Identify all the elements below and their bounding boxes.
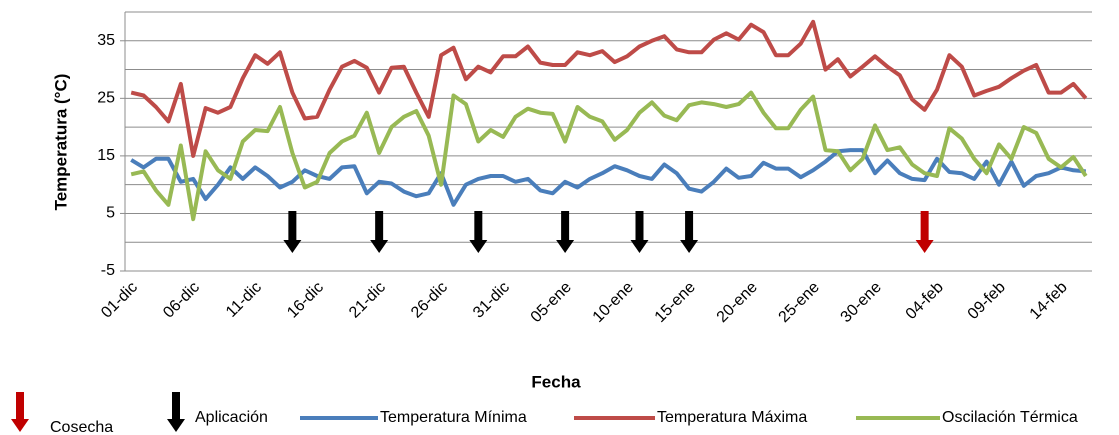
legend-label: Aplicación [195,409,268,426]
legend-label: Cosecha [50,419,113,435]
event-arrow [680,211,699,253]
x-axis-label: Fecha [531,372,581,391]
x-tick-label: 21-dic [346,279,389,322]
y-tick-label: 35 [97,32,115,49]
x-tick-label: 09-feb [965,279,1009,323]
y-tick-label: -5 [101,262,115,279]
x-tick-label: 30-ene [838,279,885,326]
legend-arrow [167,392,185,432]
event-arrow [556,211,575,253]
event-arrow [469,211,488,253]
series-line [130,19,1088,158]
event-arrow [630,211,649,253]
x-tick-label: 05-ene [528,279,575,326]
y-tick-label: 5 [106,205,115,222]
y-tick-label: 15 [97,147,115,164]
event-arrow [283,211,302,253]
y-axis-label: Temperatura (°C) [51,74,70,211]
legend-label: Oscilación Térmica [942,409,1078,426]
x-tick-label: 25-ene [776,279,823,326]
y-tick-label: 25 [97,90,115,107]
x-tick-label: 01-dic [98,279,141,322]
series-line [130,90,1088,222]
x-tick-label: 20-ene [714,279,761,326]
x-tick-label: 04-feb [903,279,947,323]
event-arrow [915,211,934,253]
x-tick-label: 10-ene [590,279,637,326]
legend-label: Temperatura Mínima [380,409,527,426]
x-tick-label: 16-dic [284,279,327,322]
x-tick-label: 15-ene [652,279,699,326]
event-arrow [370,211,389,253]
x-tick-label: 14-feb [1027,279,1071,323]
series-line [130,148,1086,207]
legend-label: Temperatura Máxima [657,409,807,426]
x-tick-label: 11-dic [223,279,265,321]
legend-arrow [11,392,29,432]
x-tick-label: 31-dic [470,279,513,322]
x-tick-label: 06-dic [160,279,203,322]
x-tick-label: 26-dic [408,279,451,322]
